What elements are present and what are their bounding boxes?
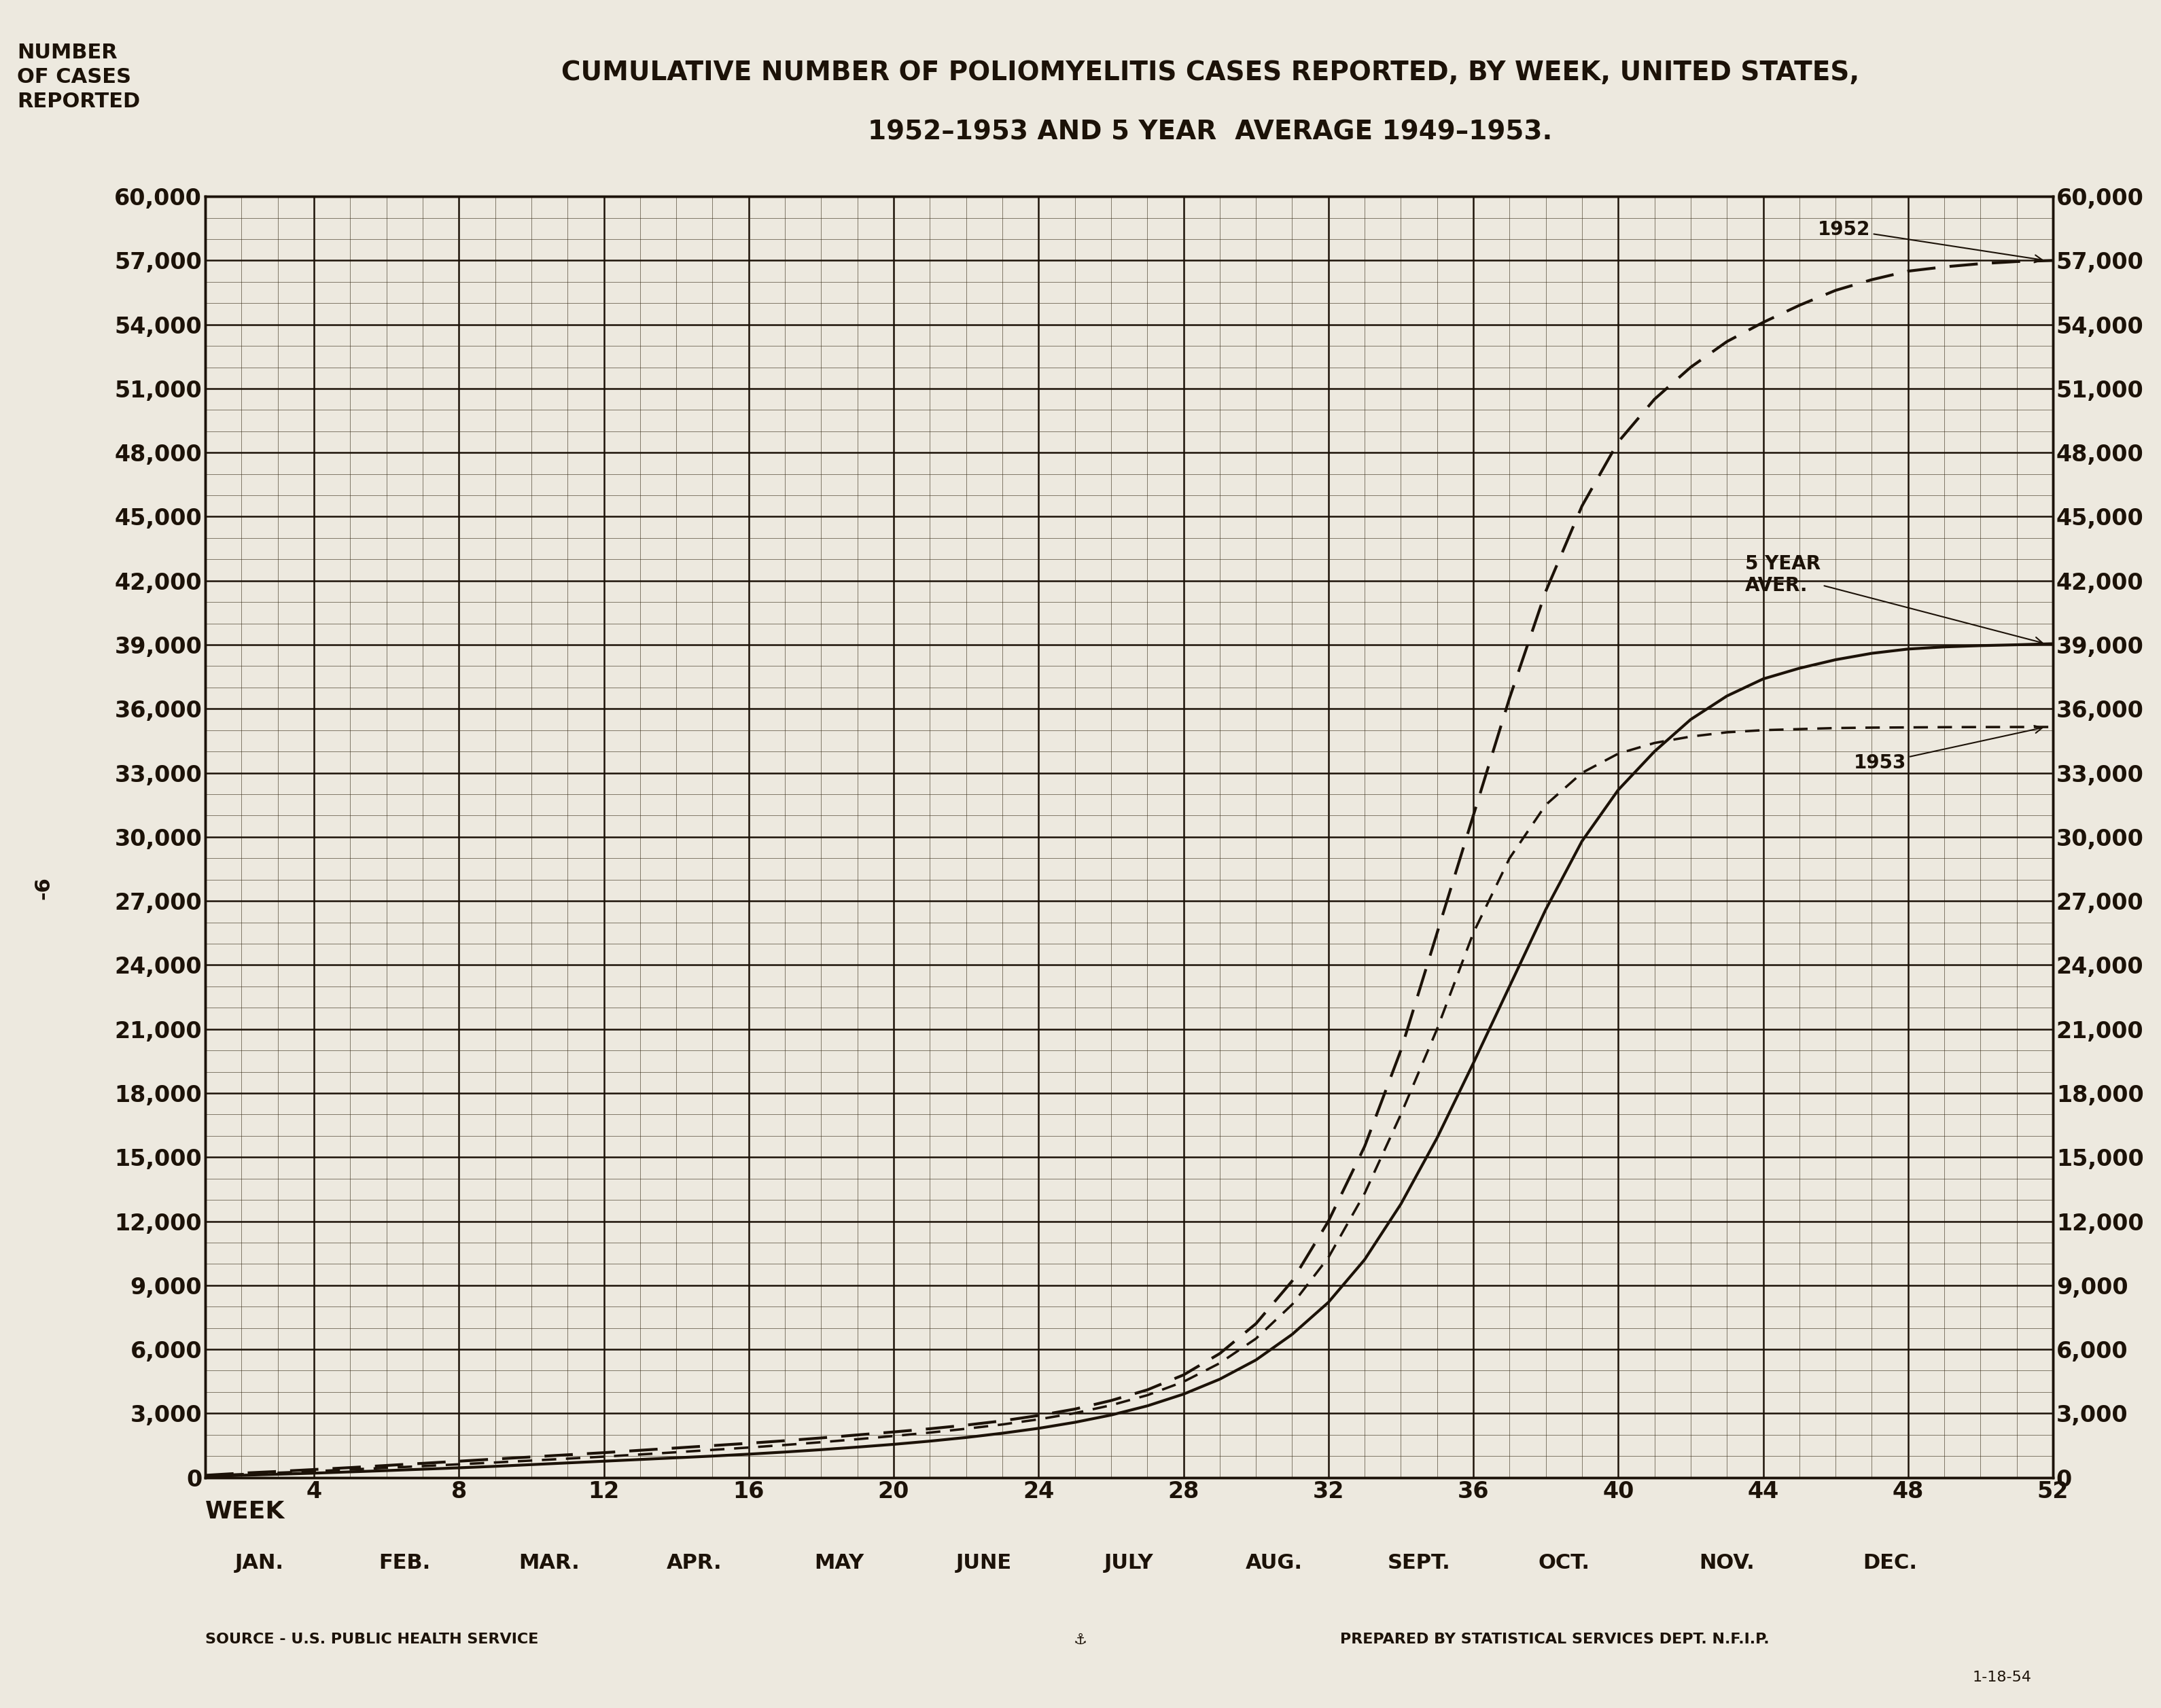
Text: CUMULATIVE NUMBER OF POLIOMYELITIS CASES REPORTED, BY WEEK, UNITED STATES,: CUMULATIVE NUMBER OF POLIOMYELITIS CASES… [562,60,1858,85]
Text: 1952–1953 AND 5 YEAR  AVERAGE 1949–1953.: 1952–1953 AND 5 YEAR AVERAGE 1949–1953. [869,120,1552,145]
Text: SEPT.: SEPT. [1387,1553,1450,1573]
Text: 1952: 1952 [1817,220,2042,263]
Text: -6: -6 [32,876,54,900]
Text: WEEK: WEEK [205,1500,285,1524]
Text: OCT.: OCT. [1539,1553,1590,1573]
Text: JUNE: JUNE [957,1553,1011,1573]
Text: 1953: 1953 [1854,726,2042,772]
Text: 5 YEAR
AVER.: 5 YEAR AVER. [1746,555,2042,644]
Text: NOV.: NOV. [1699,1553,1755,1573]
Text: JULY: JULY [1104,1553,1154,1573]
Text: DEC.: DEC. [1863,1553,1917,1573]
Text: SOURCE - U.S. PUBLIC HEALTH SERVICE: SOURCE - U.S. PUBLIC HEALTH SERVICE [205,1633,538,1647]
Text: NUMBER
OF CASES
REPORTED: NUMBER OF CASES REPORTED [17,43,140,111]
Text: PREPARED BY STATISTICAL SERVICES DEPT. N.F.I.P.: PREPARED BY STATISTICAL SERVICES DEPT. N… [1340,1633,1770,1647]
Text: JAN.: JAN. [236,1553,283,1573]
Text: 1-18-54: 1-18-54 [1973,1670,2031,1684]
Text: APR.: APR. [666,1553,722,1573]
Text: FEB.: FEB. [378,1553,430,1573]
Text: AUG.: AUG. [1245,1553,1303,1573]
Text: ⚓: ⚓ [1074,1633,1087,1647]
Text: MAY: MAY [815,1553,864,1573]
Text: MAR.: MAR. [519,1553,579,1573]
